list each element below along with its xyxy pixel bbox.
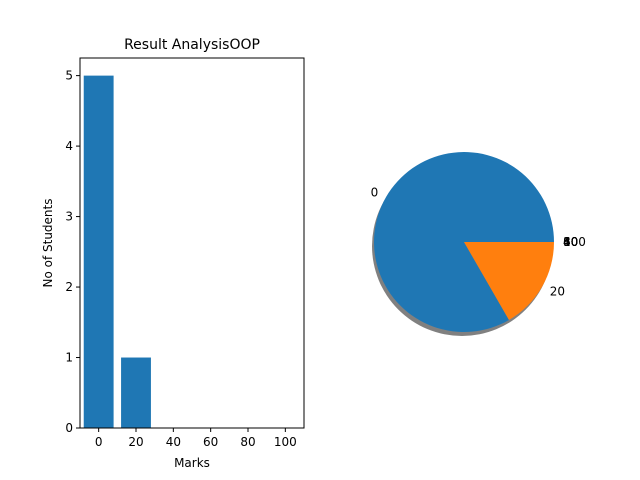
x-ticks: 0 20 40 60 80 100	[95, 428, 297, 449]
pie-slices	[374, 152, 554, 333]
y-tick-label: 2	[65, 280, 73, 294]
x-tick-label: 40	[166, 435, 181, 449]
pie-label-80: 80	[563, 235, 578, 249]
x-tick-label: 80	[240, 435, 255, 449]
y-tick-label: 5	[65, 69, 73, 83]
bar-chart: Result AnalysisOOP 0 20 40 60 80 100 0 1 2 3 4 5 M…	[41, 37, 305, 470]
y-tick-label: 4	[65, 139, 73, 153]
y-tick-label: 0	[65, 421, 73, 435]
pie-label-40: 40	[563, 235, 578, 249]
x-axis-label: Marks	[174, 456, 210, 470]
pie-label-0: 0	[371, 186, 379, 200]
y-tick-label: 3	[65, 210, 73, 224]
bar-chart-title: Result AnalysisOOP	[124, 37, 260, 53]
x-tick-label: 0	[95, 435, 103, 449]
plot-frame	[79, 57, 305, 429]
pie-label-20: 20	[550, 285, 565, 299]
x-tick-label: 60	[203, 435, 218, 449]
y-axis-label: No of Students	[41, 198, 55, 287]
pie-slice-20	[464, 242, 554, 320]
y-tick-label: 1	[65, 351, 73, 365]
pie-slice-0	[374, 152, 554, 333]
bars	[83, 75, 151, 428]
bar-20	[121, 357, 151, 428]
pie-label-100: 100	[563, 235, 586, 249]
y-ticks: 0 1 2 3 4 5	[65, 69, 80, 435]
pie-label-60: 60	[563, 235, 578, 249]
x-tick-label: 20	[128, 435, 143, 449]
x-tick-label: 100	[274, 435, 297, 449]
bar-0	[83, 75, 114, 428]
